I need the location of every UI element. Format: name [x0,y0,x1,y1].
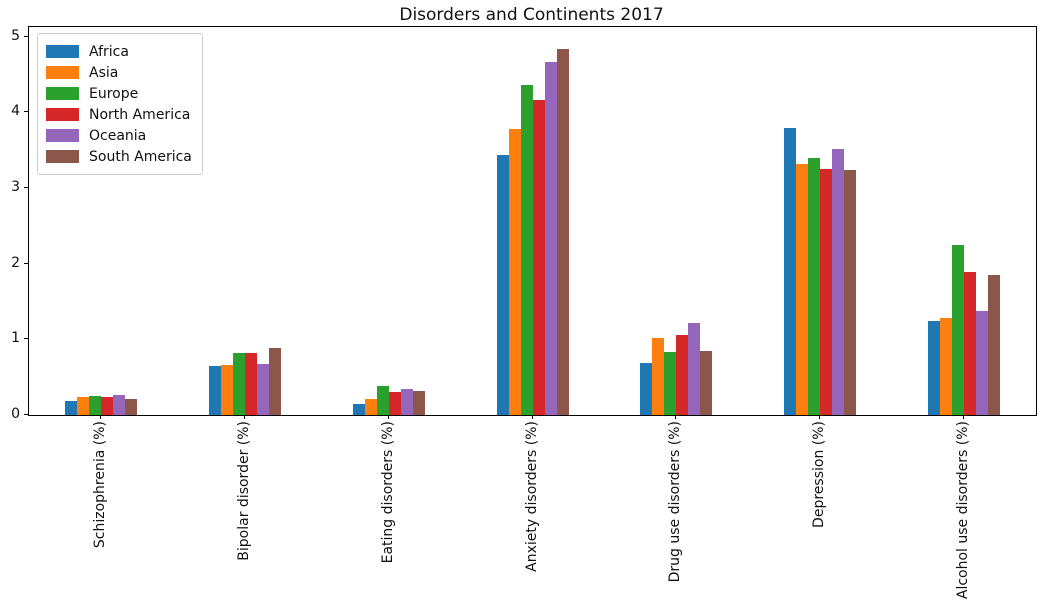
y-tick-mark [24,35,28,37]
x-tick-label: Anxiety disorders (%) [524,421,540,572]
legend-swatch-icon [46,45,79,58]
x-tick-label: Bipolar disorder (%) [236,421,252,561]
y-tick-label: 3 [11,178,20,195]
bar-asia-4 [508,129,521,415]
legend-swatch-icon [46,87,79,100]
bar-asia-3 [364,399,377,415]
bar-europe-3 [376,386,389,415]
legend-item-north-america: North America [46,104,192,125]
x-tick-label: Depression (%) [811,421,827,528]
y-tick-label: 2 [11,254,20,271]
bar-oceania-5 [688,323,701,415]
bar-north-america-3 [388,392,401,415]
bar-oceania-7 [976,311,989,415]
bar-oceania-6 [832,149,845,415]
bar-africa-7 [928,321,941,415]
bar-asia-1 [76,397,89,415]
y-tick-label: 4 [11,103,20,120]
y-tick-mark [24,262,28,264]
bar-north-america-4 [532,100,545,415]
bar-north-america-1 [100,397,113,415]
bar-oceania-4 [544,62,557,415]
legend-item-europe: Europe [46,83,192,104]
bar-oceania-2 [256,364,269,415]
bar-europe-1 [88,396,101,415]
legend-label: Europe [89,85,139,102]
bar-asia-5 [652,338,665,415]
y-tick-mark [24,186,28,188]
x-tick-mark [963,415,964,419]
bar-asia-7 [940,318,953,415]
legend-item-oceania: Oceania [46,125,192,146]
plot-area [28,26,1037,416]
legend-label: Africa [89,43,129,60]
legend-label: South America [89,148,192,165]
bar-europe-6 [808,158,821,415]
bar-europe-4 [520,85,533,415]
legend-swatch-icon [46,129,79,142]
x-tick-label: Eating disorders (%) [380,421,396,564]
x-tick-mark [244,415,245,419]
legend-swatch-icon [46,108,79,121]
x-tick-label: Alcohol use disorders (%) [955,421,971,600]
bar-south-america-4 [556,49,569,415]
y-tick-mark [24,414,28,415]
bar-north-america-7 [964,272,977,415]
bar-oceania-3 [400,389,413,415]
bar-asia-6 [796,164,809,415]
x-tick-mark [532,415,533,419]
bar-south-america-2 [268,348,281,415]
bar-africa-3 [352,404,365,415]
bar-north-america-2 [244,353,257,415]
legend-label: North America [89,106,191,123]
legend-swatch-icon [46,66,79,79]
x-tick-mark [100,415,101,419]
bar-europe-7 [952,245,965,415]
bar-africa-1 [64,401,77,415]
legend-item-asia: Asia [46,62,192,83]
y-tick-label: 1 [11,330,20,347]
bar-south-america-6 [844,170,857,415]
legend-label: Asia [89,64,119,81]
bar-oceania-1 [112,395,125,415]
bar-south-america-1 [124,399,137,415]
bar-africa-2 [208,366,221,415]
y-tick-label: 0 [11,406,20,422]
bar-north-america-5 [676,335,689,415]
y-tick-mark [24,111,28,113]
legend-item-africa: Africa [46,41,192,62]
bar-africa-5 [640,363,653,415]
x-tick-mark [388,415,389,419]
x-tick-mark [819,415,820,419]
bar-south-america-7 [988,275,1001,415]
bar-africa-4 [496,155,509,415]
bar-europe-5 [664,352,677,415]
legend-label: Oceania [89,127,147,144]
legend-item-south-america: South America [46,146,192,167]
chart-title: Disorders and Continents 2017 [399,5,664,25]
x-tick-mark [675,415,676,419]
y-tick-label: 5 [11,27,20,44]
bar-europe-2 [232,353,245,415]
y-tick-mark [24,338,28,340]
bar-north-america-6 [820,169,833,415]
bar-south-america-5 [700,351,713,415]
bar-south-america-3 [412,391,425,415]
legend-swatch-icon [46,150,79,163]
legend: Africa Asia Europe North America Oceania Sout… [37,33,203,175]
bar-asia-2 [220,365,233,415]
x-tick-label: Drug use disorders (%) [667,421,683,583]
bar-africa-6 [784,128,797,415]
x-tick-label: Schizophrenia (%) [92,421,108,549]
